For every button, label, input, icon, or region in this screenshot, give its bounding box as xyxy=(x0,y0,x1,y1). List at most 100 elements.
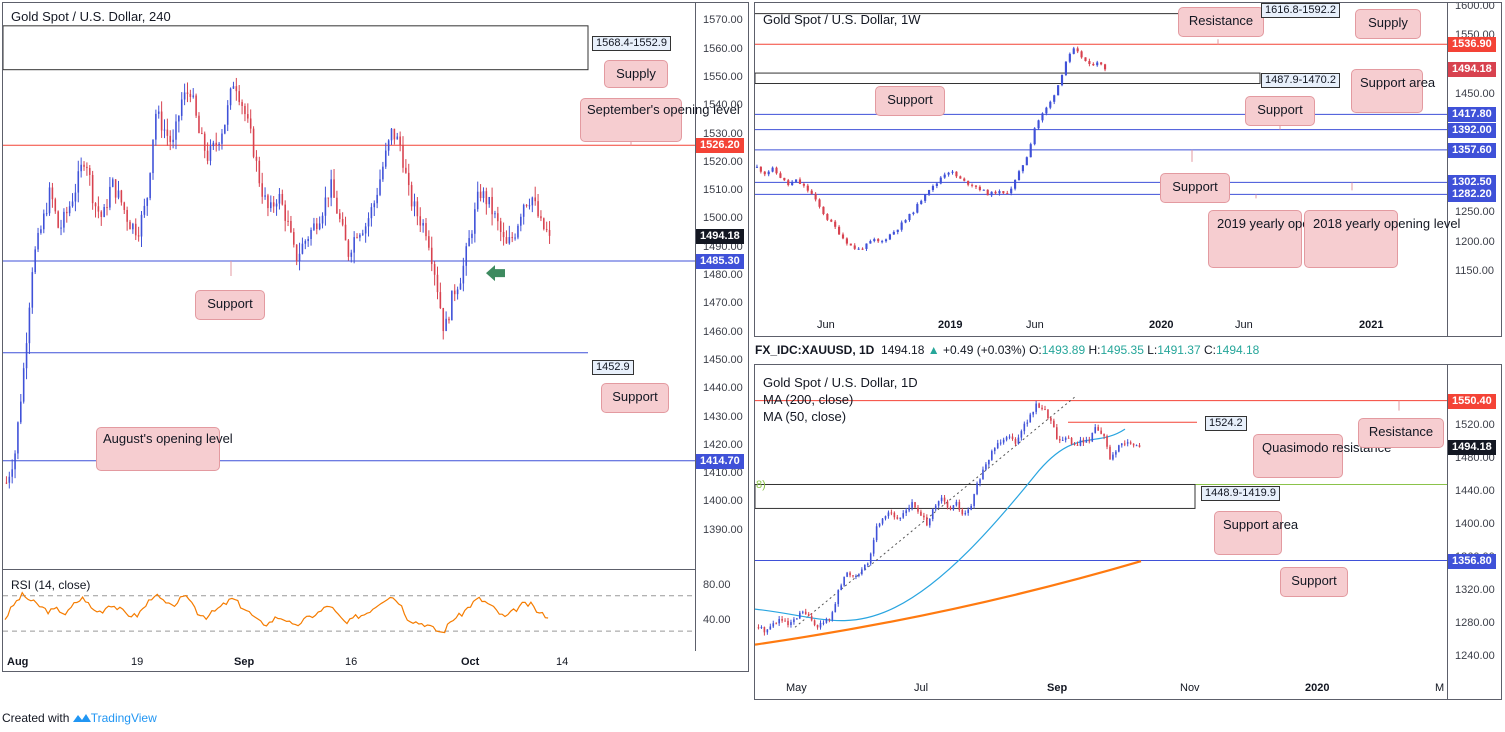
d1-candle xyxy=(1035,403,1037,412)
w1-candle xyxy=(806,185,809,191)
h4-candle xyxy=(485,191,488,205)
d1-candle xyxy=(937,501,940,506)
d1-x-tick: Nov xyxy=(1180,682,1200,694)
w1-level-tag: 1417.80 xyxy=(1448,107,1496,123)
d1-y-tick: 1320.00 xyxy=(1455,583,1495,596)
h4-candle xyxy=(45,213,48,215)
h4-supply-zone-label: 1568.4-1552.9 xyxy=(592,36,671,51)
w1-candle xyxy=(802,183,805,186)
w1-candle xyxy=(1103,64,1107,70)
tradingview-brand[interactable]: TradingView xyxy=(90,711,157,725)
h4-candle xyxy=(206,150,209,161)
d1-support-tag: 1356.80 xyxy=(1448,553,1496,569)
h4-candle xyxy=(226,105,229,125)
w1-candle xyxy=(1057,85,1060,96)
d1-candle xyxy=(928,518,931,526)
h4-candle xyxy=(359,234,361,238)
d1-candle xyxy=(1129,442,1132,444)
h4-candle xyxy=(451,290,453,321)
h4-x-tick: Aug xyxy=(7,656,29,668)
h4-price-axis[interactable] xyxy=(695,3,748,651)
h4-candle xyxy=(74,192,77,202)
h4-price-plot[interactable] xyxy=(3,3,695,569)
d1-candle xyxy=(1053,420,1055,428)
d1-candle xyxy=(887,512,890,517)
w1-candle xyxy=(1064,61,1068,75)
d1-candle xyxy=(1106,436,1108,447)
h4-candle xyxy=(350,252,353,257)
d1-candle xyxy=(813,620,816,625)
w1-level-tag: 1392.00 xyxy=(1448,122,1496,138)
tradingview-footer[interactable]: Created with TradingView xyxy=(2,711,157,725)
h4-candle xyxy=(5,482,8,484)
d1-candle xyxy=(872,540,875,554)
d1-price-axis[interactable] xyxy=(1447,365,1501,699)
h4-candle xyxy=(333,179,335,198)
d1-candle xyxy=(1058,439,1061,441)
w1-candle xyxy=(775,167,778,174)
h4-candle xyxy=(126,209,128,222)
w1-candle xyxy=(912,212,915,214)
h4-rsi-plot[interactable] xyxy=(3,569,695,650)
h4-candle xyxy=(479,191,482,199)
h4-chart-panel[interactable]: Gold Spot / U.S. Dollar, 240 RSI (14, cl… xyxy=(2,2,749,672)
h4-candle xyxy=(511,237,513,239)
symbol-legend: FX_IDC:XAUUSD, 1D 1494.18 ▲ +0.49 (+0.03… xyxy=(755,343,1259,357)
d1-candle xyxy=(772,623,775,627)
h4-candle xyxy=(218,143,220,146)
legend-o-label: O: xyxy=(1029,343,1042,357)
d1-candle xyxy=(949,507,952,510)
w1-candle xyxy=(947,172,950,175)
h4-candle xyxy=(367,218,370,227)
w1-candle xyxy=(1088,61,1091,65)
h4-candle xyxy=(310,229,312,239)
d1-candle xyxy=(1020,431,1023,438)
d1-candle xyxy=(1023,423,1026,432)
w1-candle xyxy=(791,181,794,185)
d1-candle xyxy=(964,512,967,515)
d1-candle xyxy=(855,575,857,577)
d1-support-callout: Support xyxy=(1280,567,1348,597)
h4-supply-callout: Supply xyxy=(604,60,668,88)
w1-candle xyxy=(1068,53,1071,62)
h4-y-tick: 1560.00 xyxy=(703,42,743,55)
h4-candle xyxy=(178,115,180,122)
d1-candle xyxy=(822,622,825,624)
w1-candle xyxy=(1072,48,1075,54)
w1-candle xyxy=(830,219,833,222)
h4-candle xyxy=(505,237,508,244)
w1-chart-panel[interactable]: Gold Spot / U.S. Dollar, 1W Resistance 1… xyxy=(754,2,1502,337)
h4-candle xyxy=(215,142,218,146)
d1-price-plot[interactable] xyxy=(755,365,1447,677)
h4-candle xyxy=(180,99,183,116)
h4-candle xyxy=(100,211,103,217)
w1-candle xyxy=(763,171,766,175)
w1-candle xyxy=(1076,48,1079,52)
w1-price-plot[interactable] xyxy=(755,3,1447,315)
h4-candle xyxy=(347,240,350,257)
h4-candle xyxy=(8,476,11,483)
w1-price-axis[interactable] xyxy=(1447,3,1501,336)
h4-candle xyxy=(336,197,338,214)
h4-candle xyxy=(51,187,54,200)
h4-candle xyxy=(373,203,376,208)
d1-candle xyxy=(890,512,893,514)
w1-candle xyxy=(1049,101,1052,108)
w1-support-callout-2: Support xyxy=(1245,96,1315,126)
w1-candle xyxy=(1025,157,1028,166)
d1-chart-panel[interactable]: Gold Spot / U.S. Dollar, 1D MA (200, clo… xyxy=(754,364,1502,700)
w1-2018-opening-callout: 2018 yearly opening level xyxy=(1304,210,1460,268)
d1-ma200-line xyxy=(755,560,1142,646)
h4-level-tag: 1526.20 xyxy=(696,138,744,154)
w1-candle xyxy=(794,179,798,182)
h4-candle xyxy=(497,213,499,222)
w1-candle xyxy=(849,243,852,246)
h4-candle xyxy=(247,114,249,119)
h4-candle xyxy=(387,140,390,151)
h4-candle xyxy=(60,227,62,229)
d1-candle xyxy=(1132,443,1135,446)
d1-quasimodo-level-label: 1524.2 xyxy=(1205,416,1247,431)
d1-candle xyxy=(760,627,763,629)
d1-candle xyxy=(846,572,848,577)
w1-level-tag: 1282.20 xyxy=(1448,187,1496,203)
